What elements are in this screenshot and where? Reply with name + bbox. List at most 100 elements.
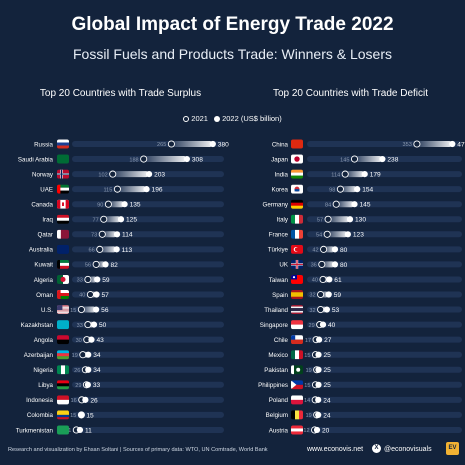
country-label: Indonesia [26, 397, 53, 404]
value-label-2021: 15 [304, 353, 310, 359]
point-2022 [93, 291, 100, 298]
kazakhstan-flag-icon [57, 320, 69, 330]
indonesia-flag-icon [57, 395, 69, 405]
change-bar [143, 156, 187, 163]
chart-row: France 54 123 [269, 229, 462, 239]
country-label: Angola [34, 337, 54, 344]
country-label: China [272, 141, 289, 148]
point-2022 [88, 336, 95, 343]
country-label: Austria [269, 427, 289, 434]
page-title: Global Impact of Energy Trade 2022 [71, 14, 394, 35]
point-2021 [77, 305, 85, 314]
value-label-2021: 56 [85, 263, 91, 269]
value-label-2022: 11 [85, 427, 92, 434]
change-bar [327, 231, 348, 238]
value-track [307, 291, 462, 298]
value-label-2022: 114 [122, 232, 133, 239]
footer-source: Research and visualization by Ehsan Solt… [8, 447, 268, 453]
change-bar [328, 216, 350, 223]
country-label: Korea [271, 186, 288, 193]
chart-row: China 353 471 [272, 139, 465, 149]
country-label: Colombia [27, 412, 54, 419]
point-2022 [313, 426, 321, 434]
value-label-2022: 80 [340, 262, 348, 269]
country-label: Türkiye [268, 247, 289, 254]
country-label: Kazakhstan [21, 322, 54, 329]
point-2021 [413, 140, 421, 148]
point-2021 [140, 155, 148, 163]
value-label-2021: 30 [76, 338, 82, 344]
country-label: Norway [32, 171, 54, 178]
value-track [72, 426, 224, 433]
kuwait-flag-icon [57, 259, 69, 269]
point-2021 [100, 215, 108, 223]
value-label-2022: 145 [360, 202, 371, 209]
point-2022 [84, 381, 91, 388]
value-label-2022: 380 [218, 141, 229, 148]
value-label-2022: 27 [324, 337, 332, 344]
footer-website[interactable]: www.econovis.net [307, 446, 364, 453]
value-label-2021: 57 [317, 217, 323, 223]
italy-flag-icon [291, 214, 303, 224]
change-bar [345, 171, 365, 178]
country-label: UAE [40, 186, 53, 193]
turkiye-flag-icon [291, 244, 303, 254]
point-2021 [336, 185, 344, 193]
surplus-chart: Russia 265 380 Saudi Arabia 188 308 Norway 102 2… [16, 139, 229, 435]
value-label-2022: 154 [362, 187, 373, 194]
austria-flag-icon [291, 425, 303, 435]
value-label-2021: 26 [74, 368, 80, 374]
point-2021 [167, 140, 175, 148]
value-label-2022: 82 [111, 262, 119, 269]
point-2022 [85, 366, 92, 373]
value-label-2021: 15 [70, 308, 76, 314]
chart-row: U.S. 15 56 [41, 305, 224, 315]
value-label-2021: 19 [305, 368, 311, 374]
chart-row: Iraq 77 125 [42, 214, 224, 224]
point-2021 [332, 200, 340, 208]
value-label-2021: 102 [98, 172, 107, 178]
value-label-2021: 33 [77, 323, 83, 329]
value-label-2022: 34 [93, 367, 101, 374]
india-flag-icon [291, 169, 303, 179]
point-2022 [323, 306, 330, 313]
value-label-2021: 42 [312, 248, 318, 254]
country-label: Poland [269, 397, 289, 404]
value-label-2022: 80 [340, 247, 348, 254]
page-subtitle: Fossil Fuels and Products Trade: Winners… [72, 46, 393, 62]
footer-handle[interactable]: @econovisuals [384, 446, 432, 453]
point-2022 [315, 411, 322, 418]
legend: 2021 2022 (US$ billion) [0, 114, 465, 123]
point-2022 [117, 216, 125, 223]
value-label-2022: 61 [334, 277, 342, 284]
chart-row: Korea 98 154 [271, 184, 462, 194]
value-label-2022: 196 [152, 187, 163, 194]
country-label: Turkmenistan [16, 427, 54, 434]
value-label-2021: 1 [68, 428, 71, 434]
chart-row: Poland 14 24 [269, 395, 462, 405]
value-label-2022: 24 [323, 397, 331, 404]
change-bar [108, 201, 125, 208]
point-2022 [344, 231, 351, 238]
point-2021 [317, 290, 325, 299]
value-label-2022: 25 [324, 382, 332, 389]
canada-flag-icon [57, 199, 69, 209]
france-flag-icon [291, 229, 303, 239]
value-label-2022: 203 [154, 172, 165, 179]
legend-2021-label: 2021 [191, 114, 208, 123]
point-2022 [76, 426, 84, 434]
point-2022 [361, 171, 368, 178]
value-label-2022: 26 [90, 397, 98, 404]
value-track [307, 396, 462, 403]
value-label-2021: 115 [103, 187, 112, 193]
country-label: Thailand [264, 307, 288, 314]
value-label-2022: 125 [126, 217, 137, 224]
value-label-2022: 130 [355, 217, 366, 224]
country-label: Taiwan [269, 277, 289, 284]
uk-flag-icon [291, 259, 303, 269]
us-flag-icon [57, 305, 69, 315]
value-track [72, 336, 224, 343]
chart-row: Austria 12 20 [269, 425, 462, 435]
point-2022 [82, 396, 89, 403]
algeria-flag-icon [57, 274, 69, 284]
